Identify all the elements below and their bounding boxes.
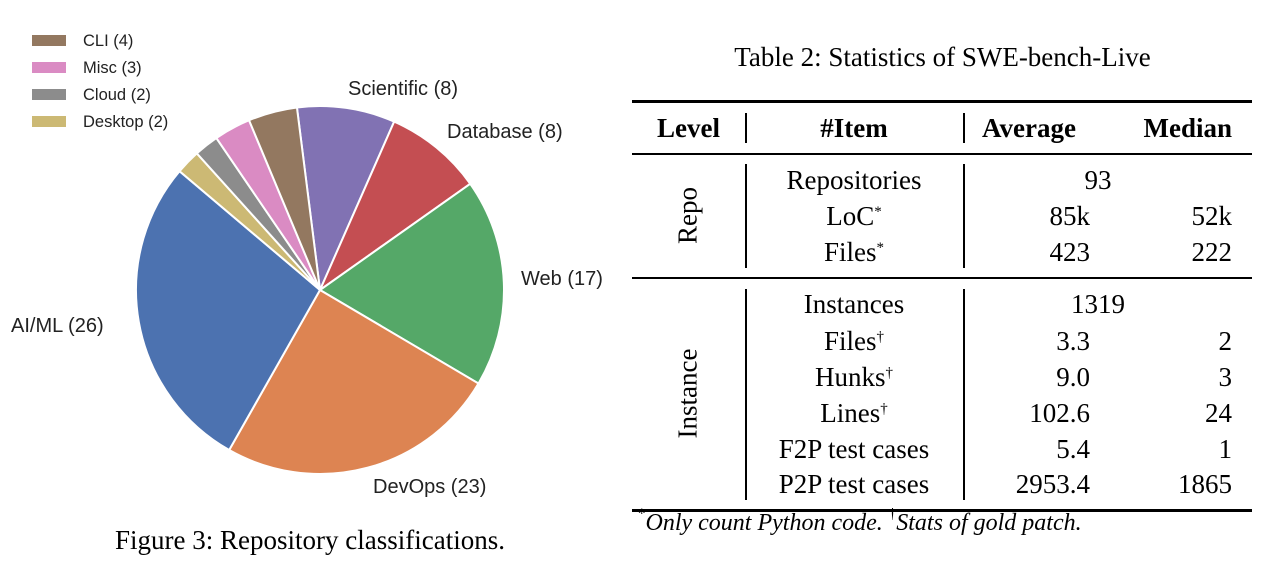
- pie-slice-database: [317, 120, 472, 293]
- divider: [745, 113, 747, 143]
- legend-label-misc: Misc (3): [83, 59, 142, 77]
- legend-swatch-desktop: [32, 116, 66, 127]
- table-footnote: *Only count Python code. †Stats of gold …: [638, 506, 1082, 536]
- pie-slice-cli: [247, 106, 321, 291]
- legend-swatch-cli: [32, 35, 66, 46]
- group-rule: [632, 277, 1252, 279]
- table-cell-average: 85k: [1049, 201, 1091, 231]
- table-row-item: Instances: [803, 289, 905, 319]
- slice-label-aiml: AI/ML (26): [11, 315, 104, 337]
- header-item: #Item: [820, 113, 888, 143]
- divider: [963, 289, 965, 500]
- table-row-item: Repositories: [786, 165, 922, 195]
- table-row-item: Files*: [823, 237, 884, 267]
- legend-swatch-misc: [32, 62, 66, 73]
- divider: [963, 113, 965, 143]
- pie-slice-web: [318, 182, 505, 385]
- table-cell-average: 9.0: [1056, 362, 1090, 392]
- table-cell-average: 423: [1049, 237, 1091, 267]
- level-label-instance: Instance: [672, 348, 703, 439]
- divider: [745, 289, 747, 500]
- table-cell-median: 2: [1218, 326, 1233, 356]
- legend-label-cli: CLI (4): [83, 32, 133, 50]
- table-row-item: Files†: [823, 326, 884, 356]
- table-cell-average: 102.6: [1029, 398, 1090, 428]
- divider: [963, 164, 965, 268]
- table-cell-average: 5.4: [1056, 434, 1090, 464]
- table-cell-median: 24: [1205, 398, 1232, 428]
- table-cell-average: 2953.4: [1015, 469, 1090, 499]
- table-cell-average: 3.3: [1056, 326, 1090, 356]
- header-average: Average: [982, 113, 1076, 143]
- table-cell-merged: 1319: [1071, 289, 1125, 319]
- figure-caption: Figure 3: Repository classifications.: [115, 525, 505, 555]
- table-row-item: P2P test cases: [778, 469, 930, 499]
- pie-slice-aiml: [135, 169, 322, 452]
- legend-swatch-cloud: [32, 89, 66, 100]
- slice-label-web: Web (17): [521, 268, 603, 290]
- legend-label-cloud: Cloud (2): [83, 86, 151, 104]
- table-title: Table 2: Statistics of SWE-bench-Live: [734, 42, 1151, 72]
- header-median: Median: [1143, 113, 1232, 143]
- slice-label-database: Database (8): [447, 121, 563, 143]
- table-row-item: Lines†: [820, 398, 888, 428]
- slice-label-devops: DevOps (23): [373, 476, 486, 498]
- table-row-item: F2P test cases: [778, 434, 930, 464]
- pie-chart: CLI (4) Misc (3) Cloud (2) Desktop (2) S…: [11, 32, 603, 498]
- slice-label-scientific: Scientific (8): [348, 78, 458, 100]
- level-label-repo: Repo: [672, 187, 703, 244]
- table-top-rule: [632, 100, 1252, 103]
- table-cell-median: 1865: [1178, 469, 1232, 499]
- legend-label-desktop: Desktop (2): [83, 113, 168, 131]
- header-level: Level: [657, 113, 720, 143]
- table-bottom-rule: [632, 509, 1252, 512]
- table-cell-median: 1: [1218, 434, 1233, 464]
- pie-slice-devops: [227, 288, 480, 475]
- table-cell-median: 52k: [1191, 201, 1233, 231]
- header-rule: [632, 153, 1252, 155]
- table-cell-median: 3: [1218, 362, 1233, 392]
- table-cell-merged: 93: [1084, 165, 1112, 195]
- pie-slice-scientific: [295, 105, 396, 294]
- divider: [745, 164, 747, 268]
- legend: CLI (4) Misc (3) Cloud (2) Desktop (2): [32, 32, 168, 131]
- table-row-item: Hunks†: [814, 362, 893, 392]
- table-cell-median: 222: [1191, 237, 1233, 267]
- table-row-item: LoC*: [826, 201, 882, 231]
